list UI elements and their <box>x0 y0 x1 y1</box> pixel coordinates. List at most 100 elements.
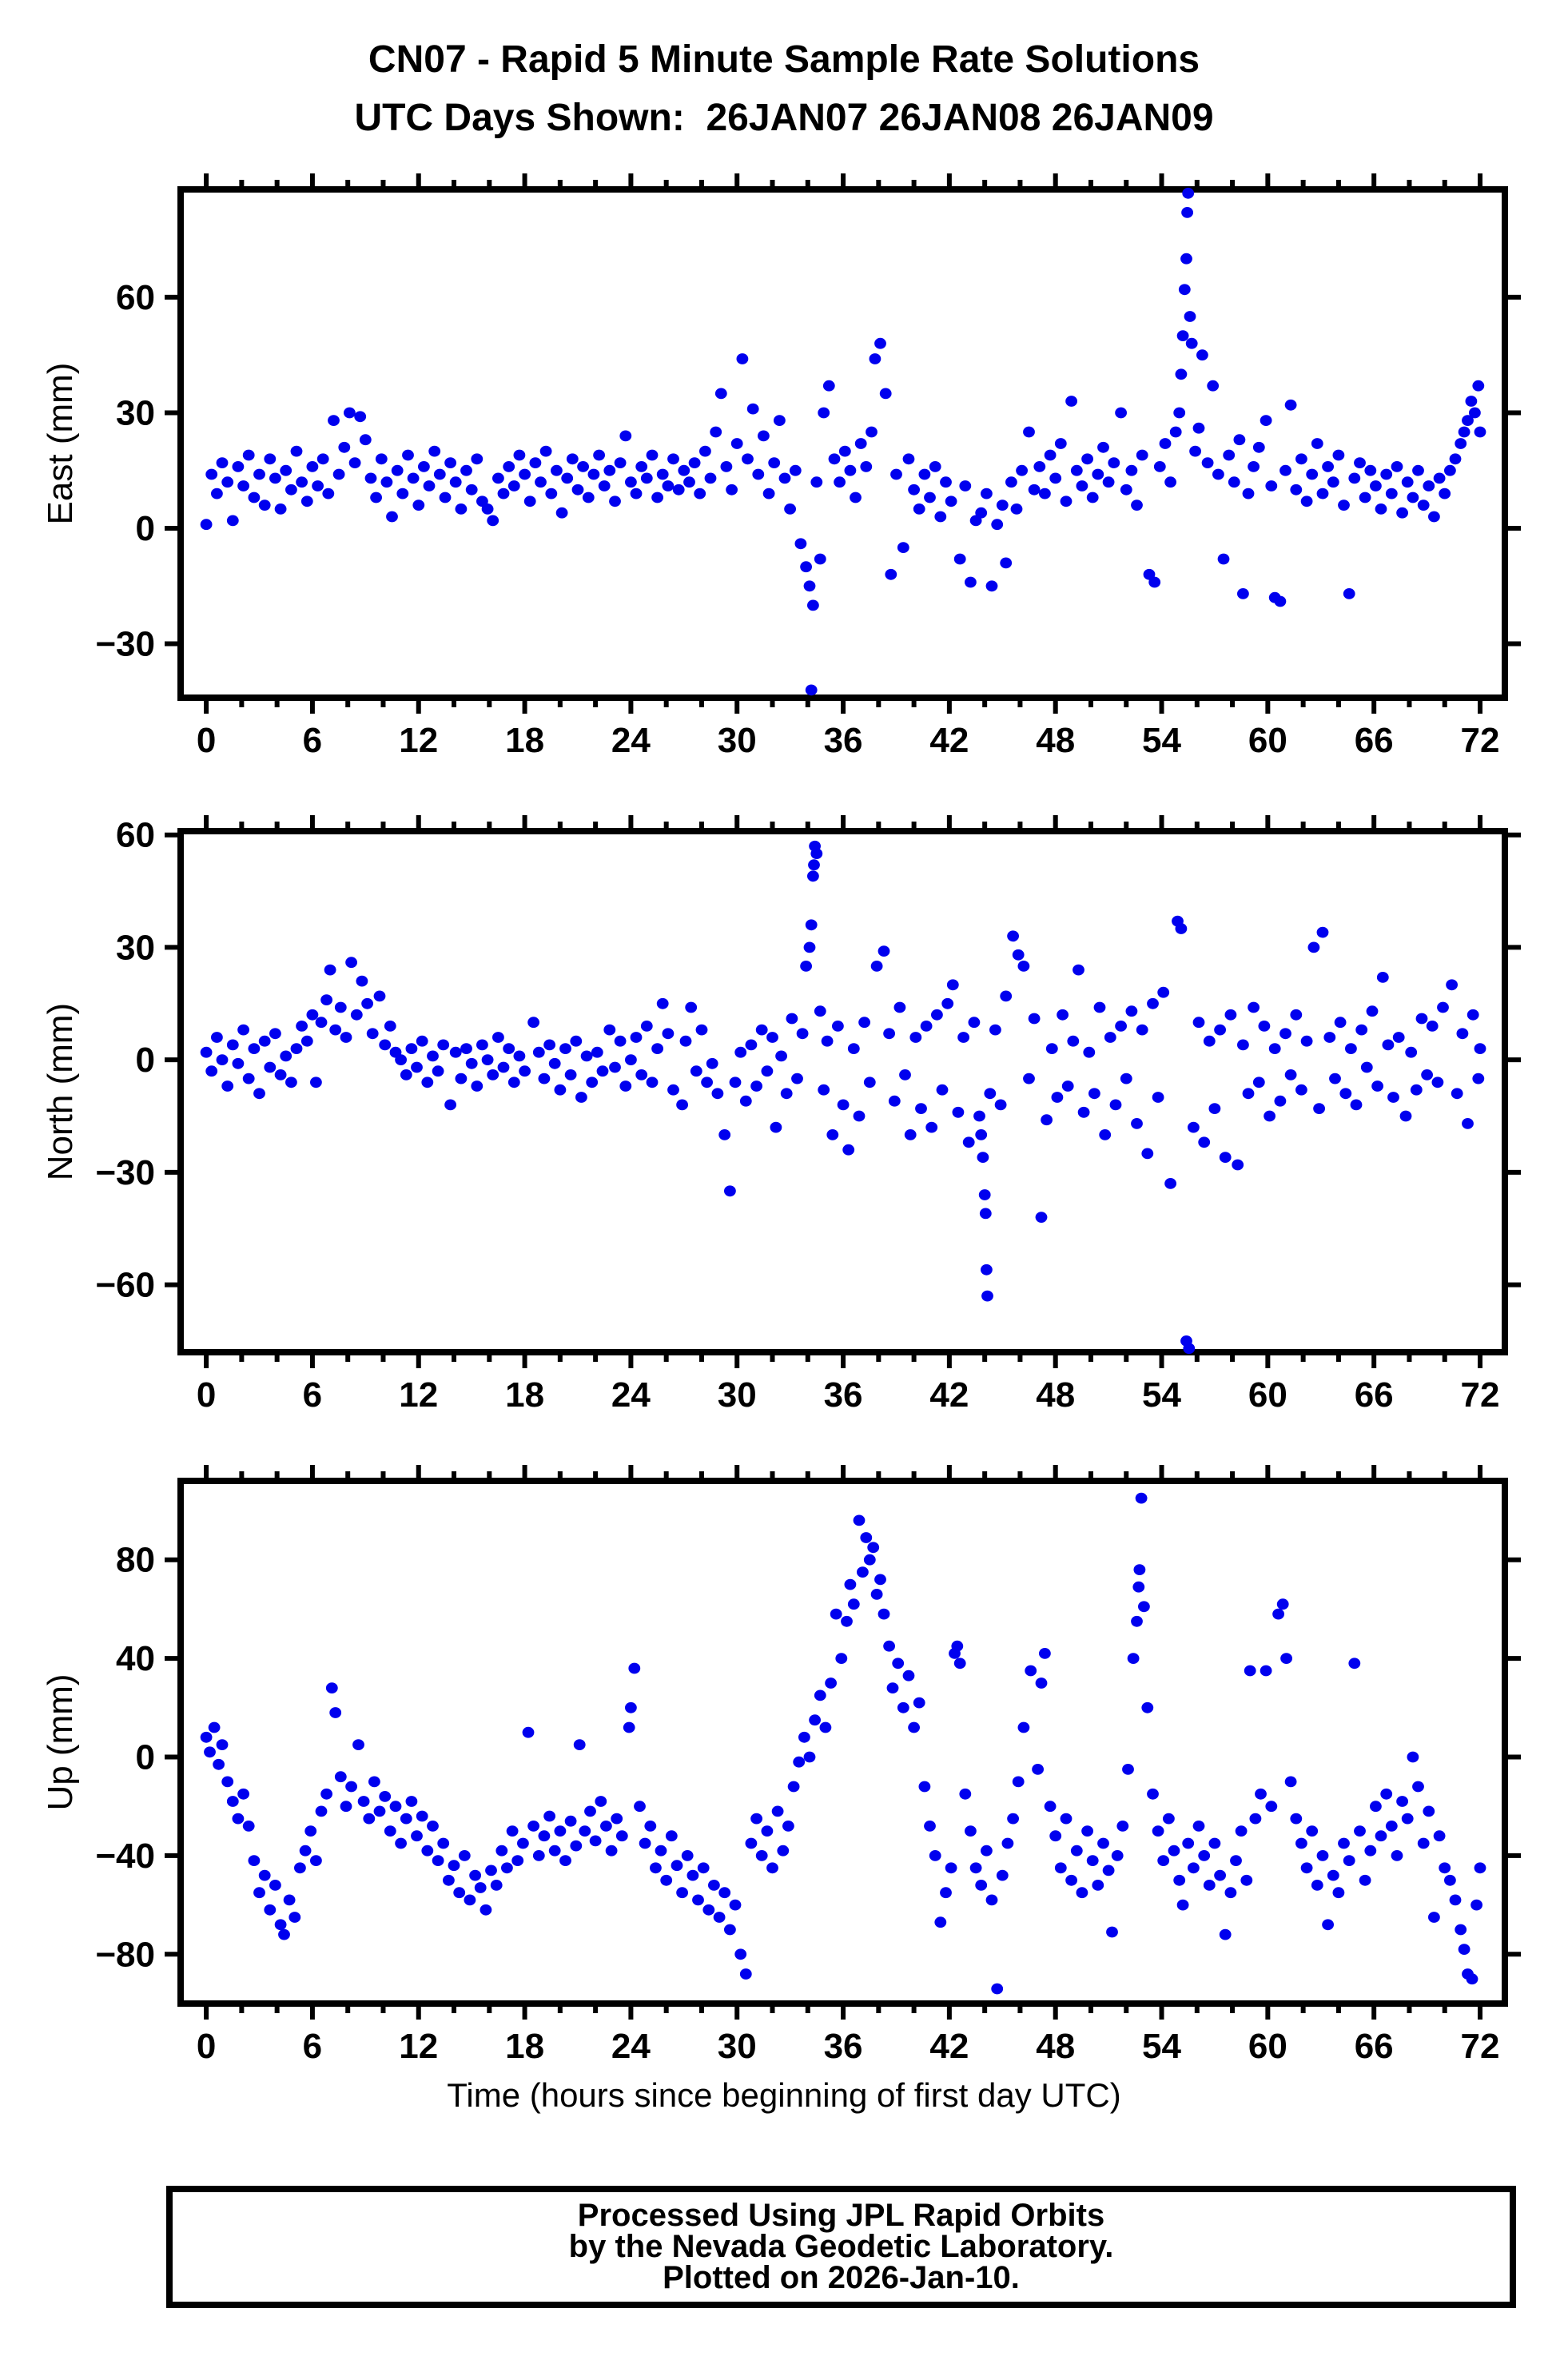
east-data-point <box>778 472 791 484</box>
footer-text: Processed Using JPL Rapid Orbits by the … <box>173 2199 1510 2294</box>
up-data-point <box>299 1845 312 1857</box>
up-xtick-label: 54 <box>1142 2027 1181 2066</box>
east-data-point <box>913 503 925 515</box>
east-data-point <box>1474 426 1486 438</box>
up-data-point <box>766 1862 778 1874</box>
north-data-point <box>264 1061 277 1073</box>
east-data-point <box>1175 368 1188 380</box>
up-data-point <box>432 1855 444 1867</box>
up-data-point <box>200 1731 213 1743</box>
up-data-point <box>1132 1581 1145 1593</box>
up-data-point <box>660 1874 673 1886</box>
north-data-point <box>1061 1081 1074 1092</box>
north-data-point <box>1399 1110 1412 1122</box>
east-data-point <box>465 484 478 495</box>
east-data-point <box>918 468 931 480</box>
north-data-point <box>807 870 819 882</box>
up-data-point <box>1049 1830 1062 1842</box>
up-data-point <box>853 1514 866 1526</box>
up-data-point <box>628 1662 641 1674</box>
up-data-point <box>1343 1855 1355 1867</box>
east-data-point <box>471 453 484 465</box>
east-data-point <box>688 457 701 468</box>
north-data-point <box>1387 1092 1399 1103</box>
east-data-point <box>1159 438 1172 449</box>
north-data-point <box>306 1009 319 1021</box>
east-data-point <box>1010 503 1023 515</box>
east-data-point <box>828 453 841 465</box>
east-data-point <box>1125 464 1138 476</box>
east-data-point <box>603 464 616 476</box>
north-data-point <box>770 1121 782 1133</box>
north-data-point <box>1355 1024 1368 1036</box>
east-data-point <box>455 503 468 515</box>
east-data-point <box>1338 499 1350 511</box>
east-data-point <box>316 453 329 465</box>
up-data-point <box>1032 1764 1044 1775</box>
north-data-point <box>1131 1118 1143 1129</box>
east-data-point <box>328 415 340 426</box>
east-data-point <box>985 580 998 592</box>
up-data-point <box>969 1862 982 1874</box>
north-data-point <box>1382 1039 1395 1051</box>
up-data-point <box>787 1781 800 1793</box>
up-data-point <box>1423 1805 1435 1817</box>
up-data-point <box>681 1850 694 1861</box>
up-data-point <box>543 1810 555 1822</box>
north-data-point <box>1415 1013 1428 1025</box>
east-data-point <box>1455 438 1467 449</box>
north-xtick-label: 54 <box>1142 1375 1181 1415</box>
north-data-point <box>340 1032 352 1043</box>
up-data-point <box>991 1983 1004 1995</box>
north-data-point <box>989 1024 1001 1036</box>
up-data-point <box>841 1615 853 1627</box>
up-data-point <box>1455 1924 1467 1936</box>
east-data-point <box>1237 588 1249 599</box>
up-data-point <box>1116 1821 1129 1832</box>
up-data-point <box>1444 1874 1456 1886</box>
up-data-point <box>847 1598 860 1610</box>
up-data-point <box>469 1869 481 1881</box>
north-data-point <box>384 1021 396 1032</box>
up-data-point <box>934 1916 947 1928</box>
north-data-point <box>1474 1043 1486 1054</box>
east-data-point <box>545 488 558 499</box>
east-data-point <box>1412 464 1424 476</box>
east-data-point <box>561 472 574 484</box>
north-data-point <box>656 997 669 1009</box>
north-data-point <box>361 997 373 1009</box>
up-data-point <box>734 1948 747 1960</box>
north-data-point <box>1446 979 1458 991</box>
east-data-point <box>492 472 504 484</box>
east-data-point <box>566 453 579 465</box>
up-data-point <box>718 1887 731 1899</box>
north-data-point <box>465 1057 478 1069</box>
north-data-point <box>1057 1009 1069 1021</box>
east-ytick-label: 30 <box>116 393 155 432</box>
north-data-point <box>952 1106 965 1118</box>
north-data-point <box>981 1264 993 1276</box>
up-data-point <box>951 1640 964 1652</box>
up-xtick-label: 0 <box>197 2027 216 2066</box>
north-data-point <box>232 1057 245 1069</box>
up-data-point <box>1182 1837 1195 1849</box>
up-data-point <box>1284 1776 1297 1788</box>
up-data-point <box>777 1845 790 1857</box>
up-data-point <box>814 1689 826 1701</box>
up-data-point <box>918 1781 931 1793</box>
north-data-point <box>1192 1017 1205 1029</box>
up-data-point <box>490 1880 503 1891</box>
east-data-point <box>402 449 414 461</box>
east-data-point <box>487 515 499 527</box>
north-data-point <box>1300 1035 1313 1047</box>
north-data-point <box>837 1099 850 1111</box>
north-data-point <box>1284 1069 1297 1081</box>
north-data-point <box>1214 1024 1226 1036</box>
east-data-point <box>1115 407 1127 419</box>
north-ytick-label: 60 <box>116 816 155 855</box>
north-data-point <box>527 1017 539 1029</box>
east-data-point <box>945 495 957 507</box>
up-data-point <box>1348 1658 1361 1670</box>
north-data-point <box>237 1024 249 1036</box>
up-ytick-label: −40 <box>95 1837 155 1876</box>
